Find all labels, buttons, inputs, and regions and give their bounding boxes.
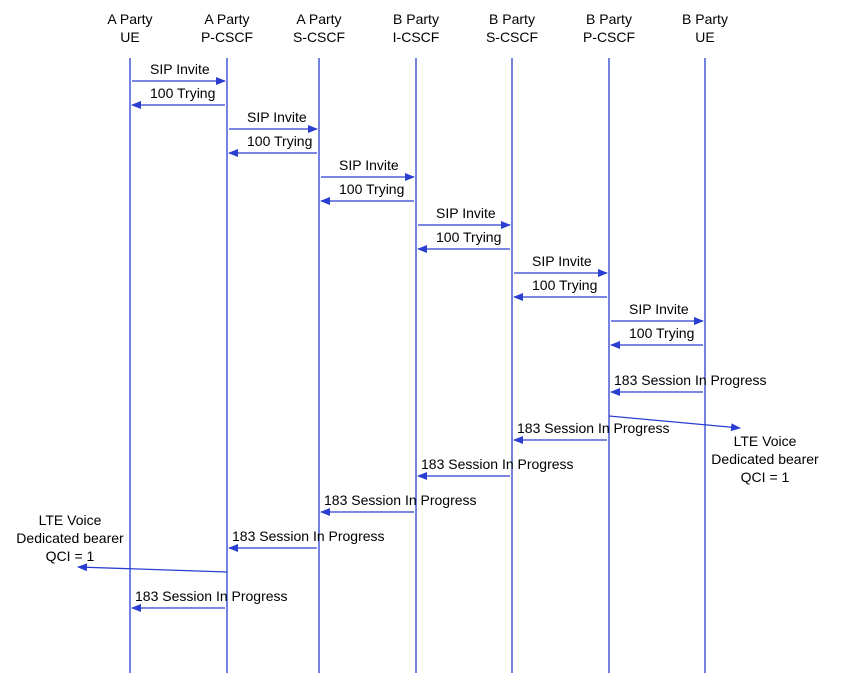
message-label: 100 Trying [629,325,694,341]
message-label: SIP Invite [532,253,592,269]
message-label: 183 Session In Progress [614,372,767,388]
bearer-note-line: QCI = 1 [741,469,790,485]
participant-label-line1: A Party [204,11,249,27]
message-label: 100 Trying [247,133,312,149]
participant-label-line2: UE [120,29,139,45]
message-label: 183 Session In Progress [517,420,670,436]
bearer-note-line: Dedicated bearer [16,530,124,546]
participant-label-line2: I-CSCF [393,29,440,45]
participant-label-line1: A Party [107,11,152,27]
message-label: SIP Invite [629,301,689,317]
participant-label-line1: B Party [682,11,728,27]
message-label: 100 Trying [339,181,404,197]
message-label: SIP Invite [247,109,307,125]
participant-label-line1: B Party [489,11,535,27]
message-label: 183 Session In Progress [421,456,574,472]
message-label: 183 Session In Progress [135,588,288,604]
messages: SIP Invite 100 Trying SIP Invite 100 Trying… [131,61,767,612]
bearer-note-line: LTE Voice [734,433,797,449]
message-label: 183 Session In Progress [232,528,385,544]
bearer-arrow [608,415,741,432]
message-label: SIP Invite [339,157,399,173]
message-label: 100 Trying [150,85,215,101]
participant-label-line1: A Party [296,11,341,27]
bearer-arrow [77,563,228,573]
participant-label-line2: UE [695,29,714,45]
message-label: 183 Session In Progress [324,492,477,508]
message-label: 100 Trying [532,277,597,293]
participant-label-line2: P-CSCF [583,29,635,45]
participant-label-line1: B Party [586,11,632,27]
participant-label-line2: S-CSCF [486,29,538,45]
message-label: SIP Invite [436,205,496,221]
participant-label-line2: S-CSCF [293,29,345,45]
message-label: 100 Trying [436,229,501,245]
participant-headers: A Party UE A Party P-CSCF A Party S-CSCF B Par… [107,11,728,45]
lifelines [129,58,706,673]
message-label: SIP Invite [150,61,210,77]
participant-label-line2: P-CSCF [201,29,253,45]
participant-label-line1: B Party [393,11,439,27]
bearer-note-line: LTE Voice [39,512,102,528]
bearer-note-line: QCI = 1 [46,548,95,564]
bearer-notes: LTE Voice Dedicated bearer QCI = 1 LTE Voic… [16,415,819,573]
bearer-note-line: Dedicated bearer [711,451,819,467]
